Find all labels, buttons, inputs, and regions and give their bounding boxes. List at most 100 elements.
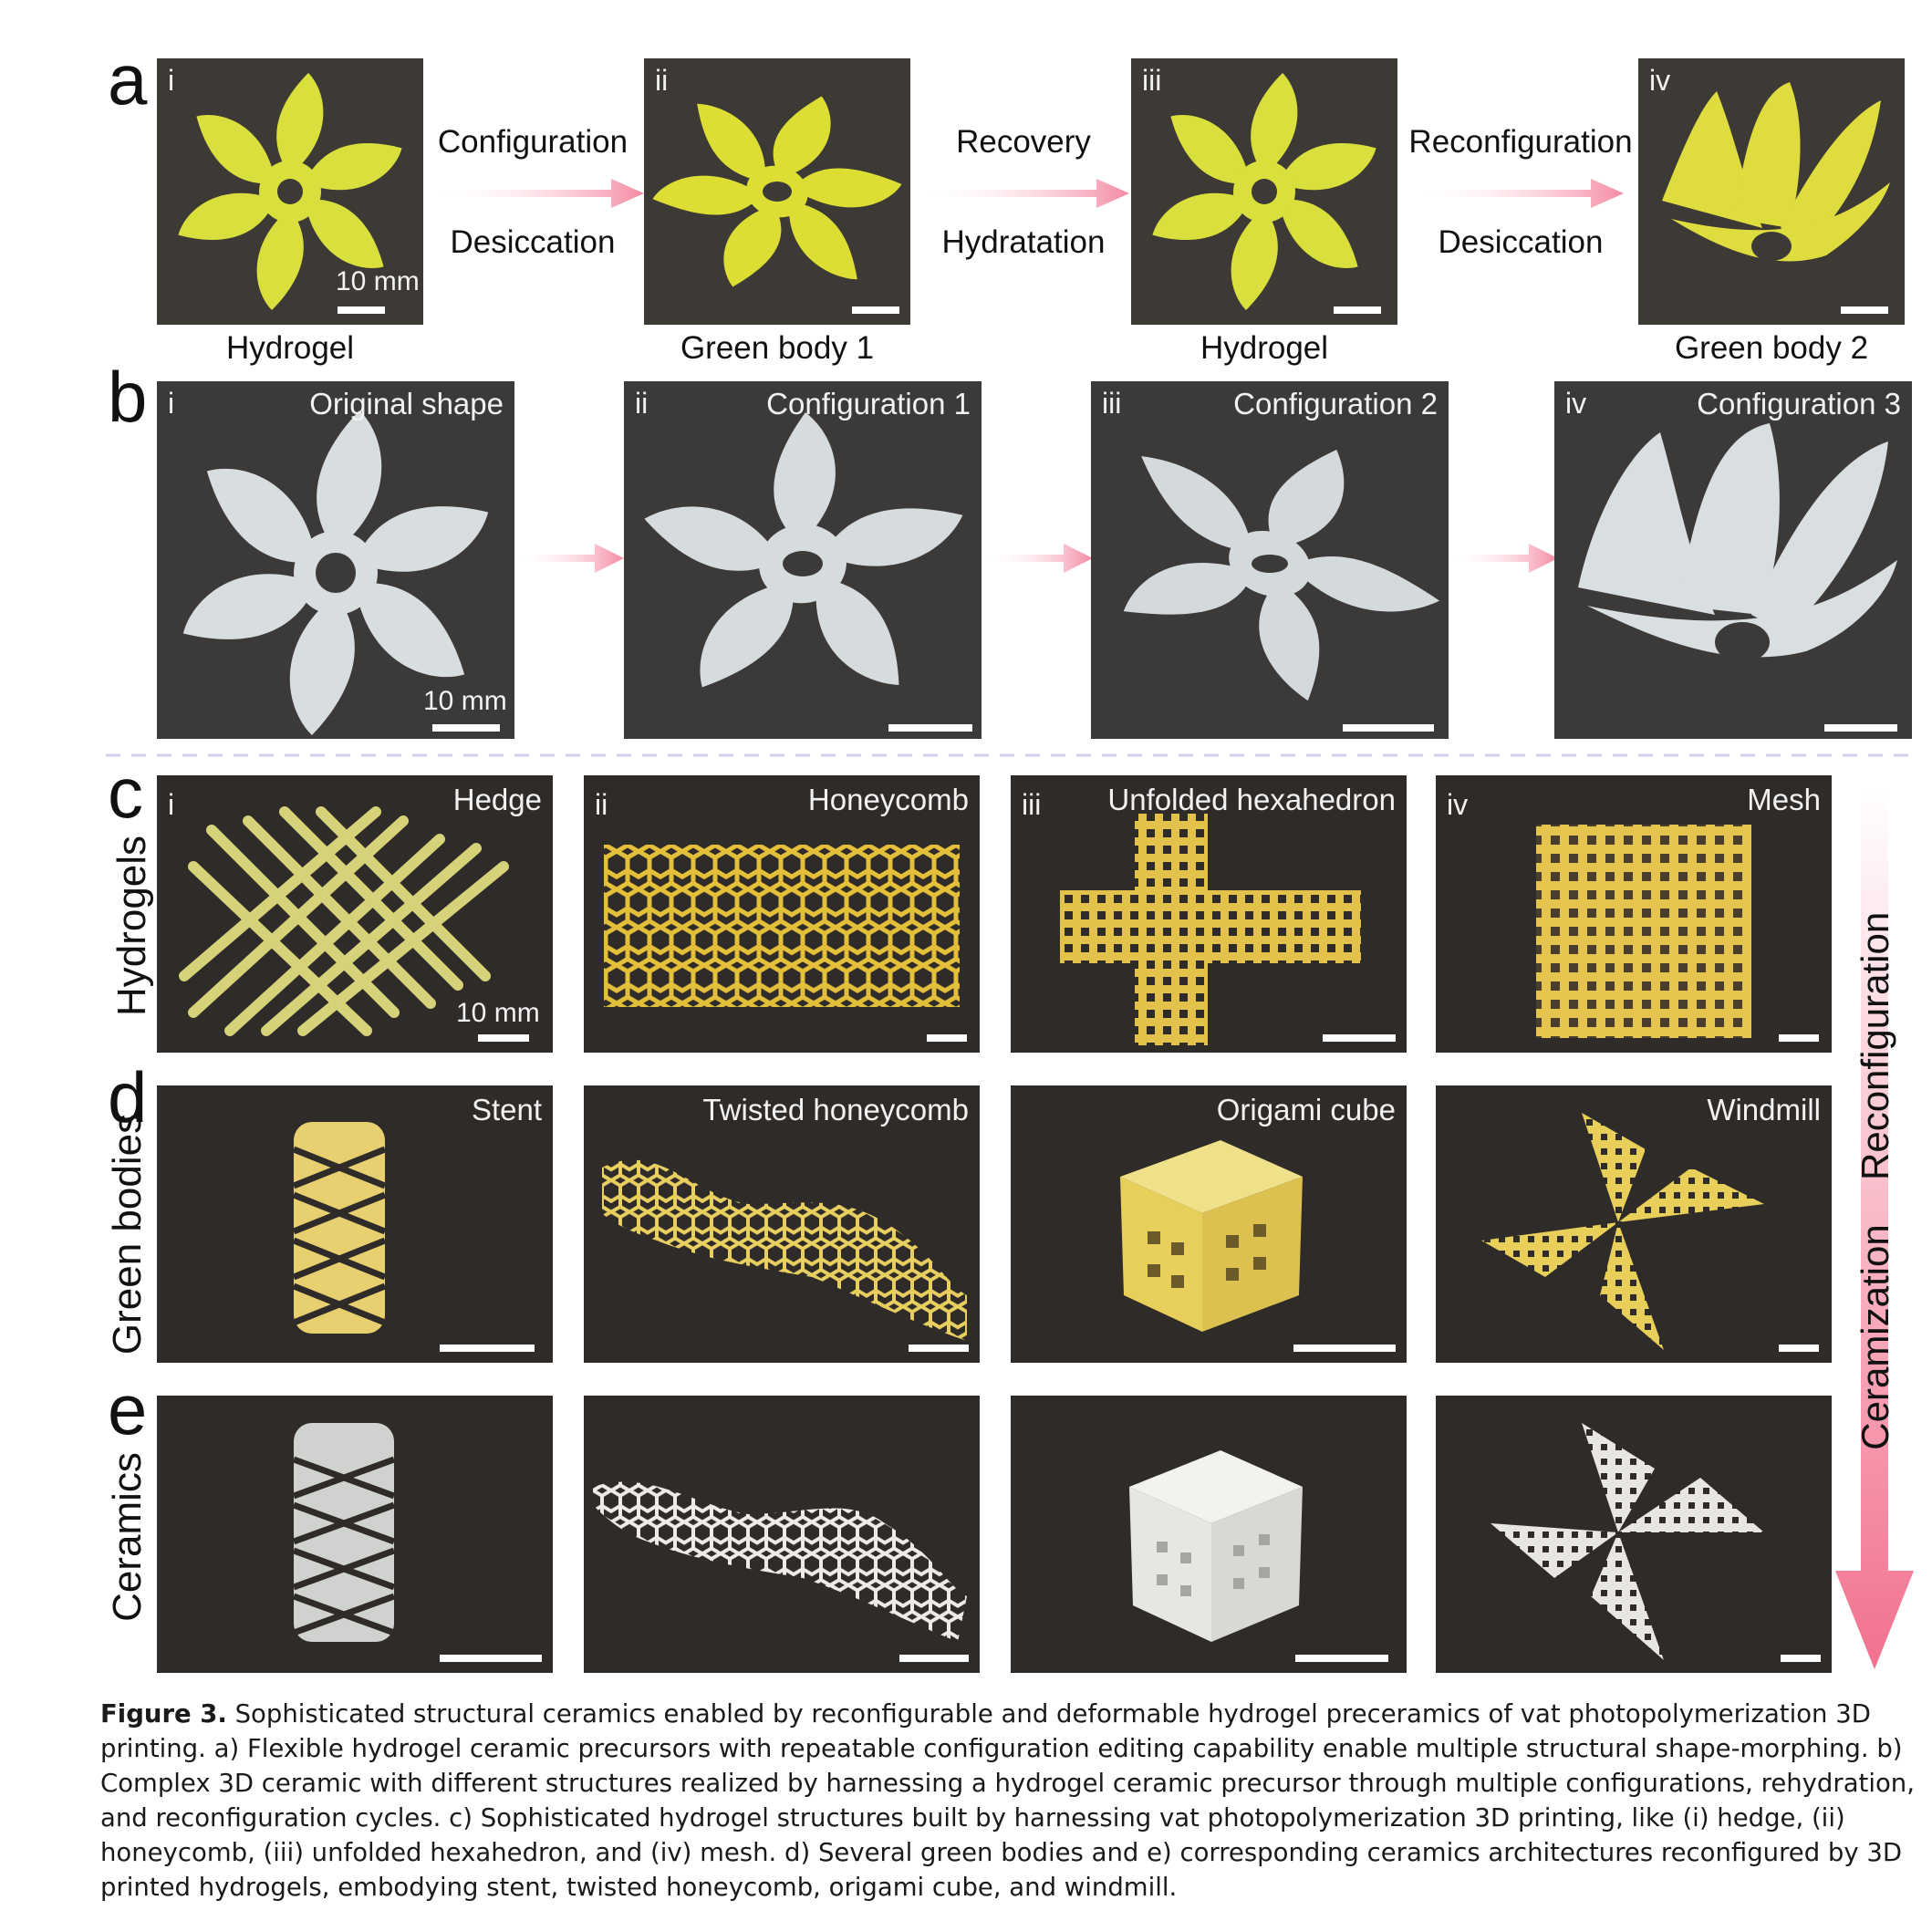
tile-title: Twisted honeycomb bbox=[702, 1093, 969, 1127]
unfolded-hexahedron-icon bbox=[1060, 814, 1361, 1045]
caption-green-body-1: Green body 1 bbox=[680, 330, 875, 366]
arrow-label-desiccation: Desiccation bbox=[1438, 224, 1604, 260]
tile-title: Origami cube bbox=[1216, 1093, 1396, 1127]
tile-title: Honeycomb bbox=[807, 783, 969, 816]
vertical-pink-arrow-icon bbox=[1835, 786, 1914, 1669]
pink-arrow-icon bbox=[516, 544, 624, 573]
twisted-honeycomb-icon bbox=[602, 1159, 967, 1341]
flower-green-body-icon bbox=[652, 96, 902, 287]
photo-d-twisted-honeycomb: Twisted honeycomb bbox=[584, 1085, 980, 1363]
scale-bar bbox=[927, 1034, 967, 1042]
mesh-structure-icon bbox=[1536, 825, 1751, 1038]
scale-text: 10 mm bbox=[423, 686, 507, 716]
side-label-ceramization: Ceramization bbox=[1854, 1224, 1896, 1450]
figure-label: Figure 3. bbox=[100, 1699, 227, 1729]
row-label-ceramics: Ceramics bbox=[105, 1452, 150, 1622]
arrow-label-configuration: Configuration bbox=[437, 124, 628, 160]
scale-bar bbox=[440, 1655, 542, 1662]
caption-hydrogel-2: Hydrogel bbox=[1200, 330, 1329, 366]
flower-cup-icon bbox=[1662, 82, 1890, 262]
photo-a-iii: iii bbox=[1131, 58, 1397, 325]
scale-bar bbox=[1323, 1034, 1396, 1042]
photo-e-windmill bbox=[1436, 1396, 1832, 1673]
scale-bar bbox=[909, 1345, 969, 1352]
photo-c-i: i Hedge 10 mm bbox=[157, 775, 553, 1053]
row-label-green-bodies: Green bodies bbox=[105, 1113, 150, 1355]
scale-bar bbox=[478, 1034, 529, 1042]
pink-arrow-icon bbox=[1412, 179, 1624, 208]
scale-bar bbox=[338, 306, 385, 314]
hedge-structure-icon bbox=[179, 806, 509, 1036]
roman-label: iii bbox=[1022, 788, 1042, 821]
photo-d-origami-cube: Origami cube bbox=[1011, 1085, 1407, 1363]
photo-a-iv: iv bbox=[1638, 58, 1905, 325]
tile-title: Configuration 3 bbox=[1697, 387, 1901, 421]
flower-hydrogel-icon bbox=[178, 73, 402, 310]
tile-title: Configuration 1 bbox=[766, 387, 971, 421]
pink-arrow-icon bbox=[985, 544, 1093, 573]
scale-bar bbox=[899, 1655, 969, 1662]
roman-label: ii bbox=[595, 788, 608, 821]
ceramic-stent-icon bbox=[292, 1423, 396, 1642]
photo-c-iii: iii Unfolded hexahedron bbox=[1011, 775, 1407, 1053]
photo-d-windmill: Windmill bbox=[1436, 1085, 1832, 1363]
roman-label: iv bbox=[1649, 64, 1671, 97]
flower-cup-white-icon bbox=[1578, 423, 1897, 662]
photo-c-iv: iv Mesh bbox=[1436, 775, 1832, 1053]
arrow-label-hydratation: Hydratation bbox=[941, 224, 1106, 260]
roman-label: ii bbox=[655, 64, 669, 97]
photo-b-iv: iv Configuration 3 bbox=[1554, 381, 1912, 739]
scale-bar bbox=[852, 306, 899, 314]
panel-letter-b: b bbox=[108, 357, 148, 437]
arrow-label-recovery: Recovery bbox=[956, 124, 1091, 160]
scale-bar bbox=[1334, 306, 1381, 314]
scale-text: 10 mm bbox=[336, 266, 420, 296]
windmill-icon bbox=[1481, 1113, 1764, 1350]
tile-title: Original shape bbox=[309, 387, 504, 421]
pink-arrow-icon bbox=[918, 179, 1129, 208]
panel-letter-c: c bbox=[108, 753, 143, 833]
tile-title: Hedge bbox=[452, 783, 542, 816]
panel-letter-e: e bbox=[108, 1369, 148, 1449]
origami-cube-icon bbox=[1120, 1140, 1303, 1332]
pink-arrow-icon bbox=[432, 179, 644, 208]
panel-letter-a: a bbox=[108, 39, 148, 119]
scale-bar bbox=[1295, 1655, 1388, 1662]
flower-hydrogel-icon bbox=[1152, 73, 1376, 310]
flower-white-icon bbox=[182, 410, 489, 735]
roman-label: iii bbox=[1102, 387, 1122, 420]
arrow-label-reconfiguration: Reconfiguration bbox=[1408, 124, 1633, 160]
ceramic-cube-icon bbox=[1129, 1450, 1303, 1642]
ceramic-windmill-icon bbox=[1491, 1423, 1764, 1660]
scale-bar bbox=[1779, 1345, 1819, 1352]
photo-e-origami-cube bbox=[1011, 1396, 1407, 1673]
scale-text: 10 mm bbox=[456, 998, 540, 1028]
flower-white-icon bbox=[644, 412, 963, 688]
tile-title: Stent bbox=[471, 1093, 542, 1127]
panel-letter-d: d bbox=[108, 1057, 148, 1137]
scale-bar bbox=[1824, 724, 1897, 732]
caption-hydrogel-1: Hydrogel bbox=[225, 330, 355, 366]
section-divider bbox=[106, 753, 1914, 757]
caption-green-body-2: Green body 2 bbox=[1674, 330, 1869, 366]
flower-white-icon bbox=[1123, 449, 1440, 701]
photo-b-i: i Original shape 10 mm bbox=[157, 381, 514, 739]
tile-title: Mesh bbox=[1747, 783, 1821, 816]
scale-bar bbox=[1841, 306, 1888, 314]
roman-label: i bbox=[168, 387, 175, 420]
ceramic-twisted-honeycomb-icon bbox=[593, 1481, 967, 1642]
scale-bar bbox=[1779, 1034, 1819, 1042]
roman-label: i bbox=[168, 788, 175, 821]
arrow-label-desiccation: Desiccation bbox=[450, 224, 616, 260]
pink-arrow-icon bbox=[1450, 544, 1558, 573]
photo-d-stent: Stent bbox=[157, 1085, 553, 1363]
photo-e-stent bbox=[157, 1396, 553, 1673]
photo-c-ii: ii Honeycomb bbox=[584, 775, 980, 1053]
roman-label: i bbox=[168, 64, 175, 97]
photo-b-ii: ii Configuration 1 bbox=[624, 381, 982, 739]
roman-label: iii bbox=[1142, 64, 1162, 97]
photo-a-ii: ii bbox=[644, 58, 910, 325]
row-label-hydrogels: Hydrogels bbox=[109, 835, 154, 1017]
scale-bar bbox=[440, 1345, 535, 1352]
side-label-reconfiguration: Reconfiguration bbox=[1854, 911, 1896, 1180]
